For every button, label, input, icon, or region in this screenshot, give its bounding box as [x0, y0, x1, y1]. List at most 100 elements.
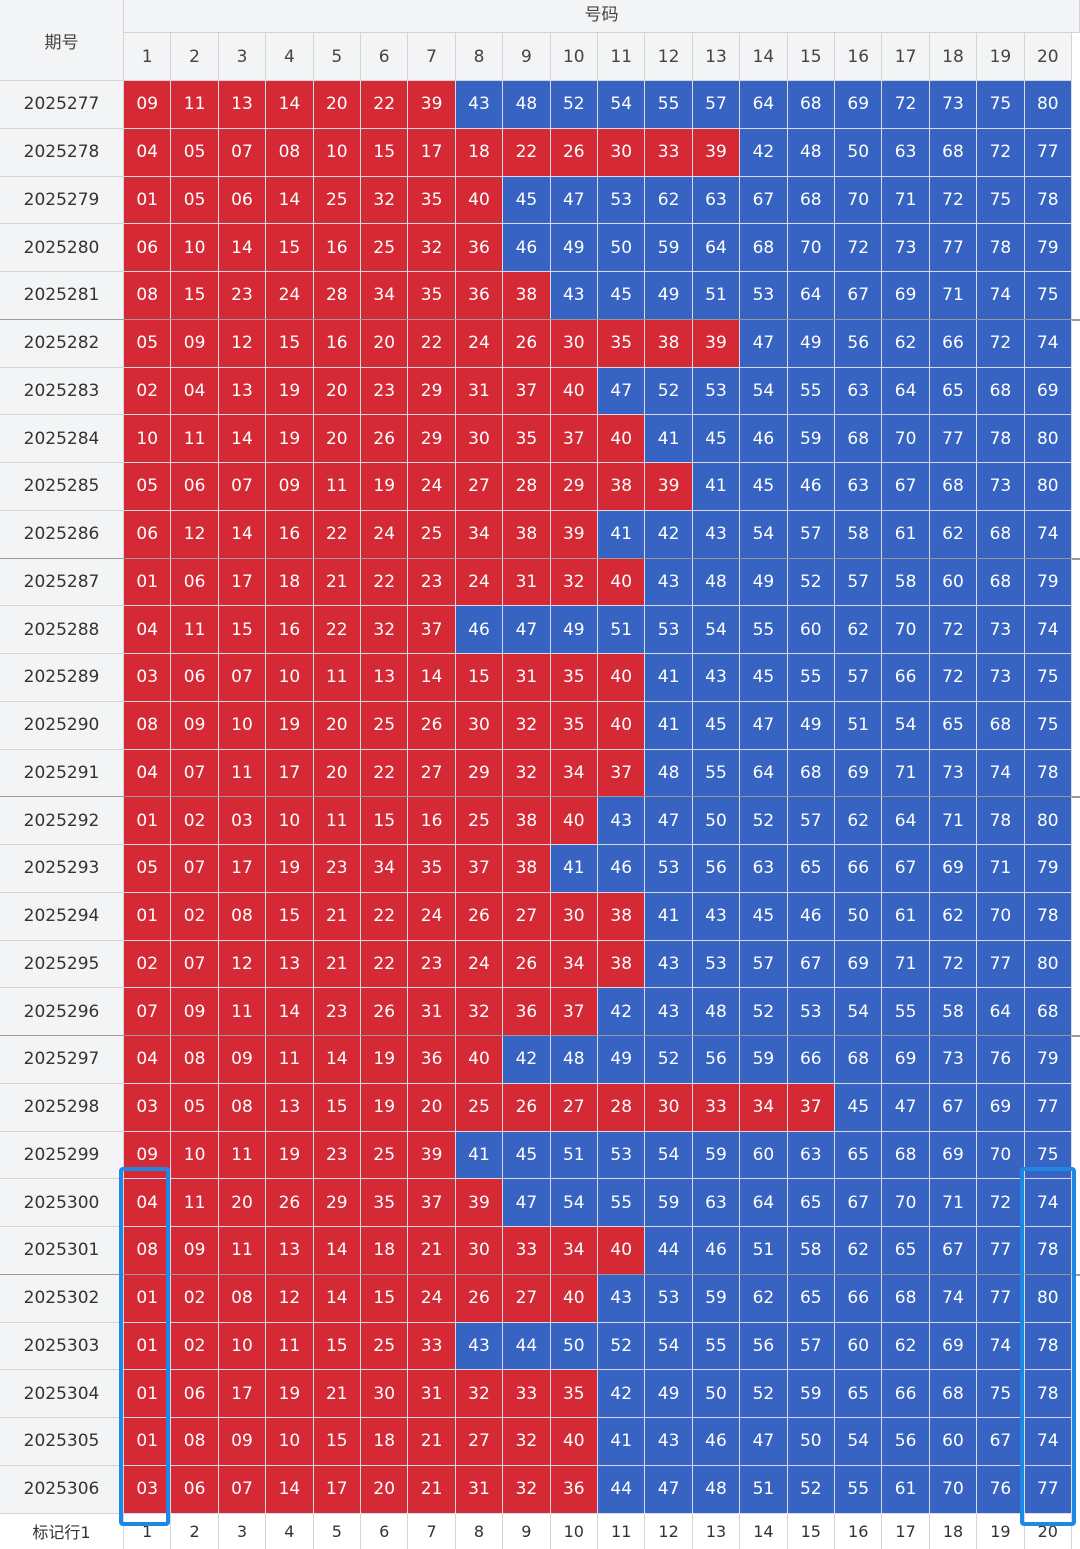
number-cell[interactable]: 09	[171, 1227, 219, 1275]
number-cell[interactable]: 68	[977, 510, 1025, 559]
number-cell[interactable]: 67	[977, 1418, 1025, 1466]
number-cell[interactable]: 15	[218, 606, 267, 654]
number-cell[interactable]: 23	[361, 367, 409, 416]
number-cell[interactable]: 09	[171, 988, 219, 1036]
number-cell[interactable]: 53	[645, 845, 693, 893]
number-cell[interactable]: 57	[740, 940, 788, 989]
number-cell[interactable]: 23	[408, 558, 456, 607]
number-cell[interactable]: 52	[787, 1465, 835, 1514]
number-cell[interactable]: 44	[598, 1465, 646, 1514]
number-cell[interactable]: 41	[645, 415, 693, 463]
number-cell[interactable]: 01	[124, 1274, 172, 1323]
number-cell[interactable]: 35	[598, 319, 646, 368]
number-cell[interactable]: 45	[503, 1131, 551, 1180]
number-cell[interactable]: 15	[361, 797, 409, 845]
number-cell[interactable]: 29	[455, 749, 504, 798]
number-cell[interactable]: 32	[503, 701, 551, 750]
number-cell[interactable]: 80	[1024, 81, 1072, 129]
number-cell[interactable]: 46	[787, 892, 835, 941]
number-cell[interactable]: 78	[1024, 1370, 1072, 1418]
number-cell[interactable]: 63	[787, 1131, 835, 1180]
number-cell[interactable]: 59	[692, 1274, 741, 1323]
number-cell[interactable]: 48	[692, 558, 741, 607]
number-cell[interactable]: 54	[882, 701, 930, 750]
number-cell[interactable]: 43	[598, 797, 646, 845]
number-cell[interactable]: 67	[740, 176, 788, 225]
number-cell[interactable]: 23	[313, 988, 361, 1036]
number-cell[interactable]: 68	[787, 176, 835, 225]
number-cell[interactable]: 46	[692, 1418, 741, 1466]
number-cell[interactable]: 01	[124, 1418, 172, 1466]
number-cell[interactable]: 29	[408, 415, 456, 463]
number-cell[interactable]: 08	[124, 701, 172, 750]
number-cell[interactable]: 68	[929, 1370, 978, 1418]
number-cell[interactable]: 16	[266, 606, 314, 654]
number-cell[interactable]: 13	[266, 1083, 314, 1132]
number-cell[interactable]: 33	[503, 1227, 551, 1275]
number-cell[interactable]: 52	[787, 558, 835, 607]
number-cell[interactable]: 39	[692, 319, 741, 368]
number-cell[interactable]: 06	[171, 463, 219, 511]
number-cell[interactable]: 15	[266, 224, 314, 272]
number-cell[interactable]: 04	[124, 606, 172, 654]
number-cell[interactable]: 26	[503, 319, 551, 368]
number-cell[interactable]: 20	[313, 81, 361, 129]
number-cell[interactable]: 55	[692, 749, 741, 798]
number-cell[interactable]: 04	[124, 1036, 172, 1084]
number-cell[interactable]: 07	[218, 128, 267, 177]
number-cell[interactable]: 34	[740, 1083, 788, 1132]
number-cell[interactable]: 53	[645, 1274, 693, 1323]
number-cell[interactable]: 01	[124, 1322, 172, 1371]
number-cell[interactable]: 07	[218, 654, 267, 702]
number-cell[interactable]: 38	[645, 319, 693, 368]
number-cell[interactable]: 77	[977, 1274, 1025, 1323]
number-cell[interactable]: 39	[550, 510, 598, 559]
number-cell[interactable]: 06	[171, 654, 219, 702]
number-cell[interactable]: 39	[645, 463, 693, 511]
number-cell[interactable]: 11	[171, 415, 219, 463]
number-cell[interactable]: 32	[361, 606, 409, 654]
number-cell[interactable]: 50	[550, 1322, 598, 1371]
number-cell[interactable]: 38	[503, 797, 551, 845]
number-cell[interactable]: 55	[787, 367, 835, 416]
number-cell[interactable]: 62	[882, 319, 930, 368]
number-cell[interactable]: 28	[503, 463, 551, 511]
number-cell[interactable]: 69	[882, 272, 930, 320]
number-cell[interactable]: 71	[882, 940, 930, 989]
number-cell[interactable]: 46	[598, 845, 646, 893]
number-cell[interactable]: 68	[835, 415, 883, 463]
number-cell[interactable]: 36	[408, 1036, 456, 1084]
marker-column[interactable]: 7	[408, 1513, 456, 1549]
number-cell[interactable]: 73	[977, 606, 1025, 654]
number-cell[interactable]: 09	[218, 1036, 267, 1084]
number-cell[interactable]: 25	[361, 1322, 409, 1371]
number-cell[interactable]: 57	[787, 797, 835, 845]
number-cell[interactable]: 71	[929, 1179, 978, 1227]
number-cell[interactable]: 75	[1024, 1131, 1072, 1180]
number-cell[interactable]: 11	[171, 606, 219, 654]
number-cell[interactable]: 71	[977, 845, 1025, 893]
number-cell[interactable]: 23	[313, 845, 361, 893]
number-cell[interactable]: 44	[503, 1322, 551, 1371]
number-cell[interactable]: 52	[645, 1036, 693, 1084]
number-cell[interactable]: 31	[455, 1465, 504, 1514]
number-cell[interactable]: 37	[598, 749, 646, 798]
number-cell[interactable]: 78	[977, 797, 1025, 845]
number-cell[interactable]: 72	[929, 176, 978, 225]
number-cell[interactable]: 10	[266, 1418, 314, 1466]
number-cell[interactable]: 72	[977, 1179, 1025, 1227]
number-cell[interactable]: 72	[882, 81, 930, 129]
number-cell[interactable]: 23	[313, 1131, 361, 1180]
number-cell[interactable]: 65	[929, 367, 978, 416]
number-cell[interactable]: 39	[408, 81, 456, 129]
marker-column[interactable]: 19	[977, 1513, 1025, 1549]
number-cell[interactable]: 10	[266, 797, 314, 845]
number-cell[interactable]: 26	[361, 988, 409, 1036]
number-cell[interactable]: 49	[550, 224, 598, 272]
number-cell[interactable]: 39	[692, 128, 741, 177]
number-cell[interactable]: 30	[455, 701, 504, 750]
number-cell[interactable]: 51	[550, 1131, 598, 1180]
number-cell[interactable]: 45	[692, 415, 741, 463]
number-cell[interactable]: 15	[313, 1418, 361, 1466]
number-cell[interactable]: 20	[313, 367, 361, 416]
